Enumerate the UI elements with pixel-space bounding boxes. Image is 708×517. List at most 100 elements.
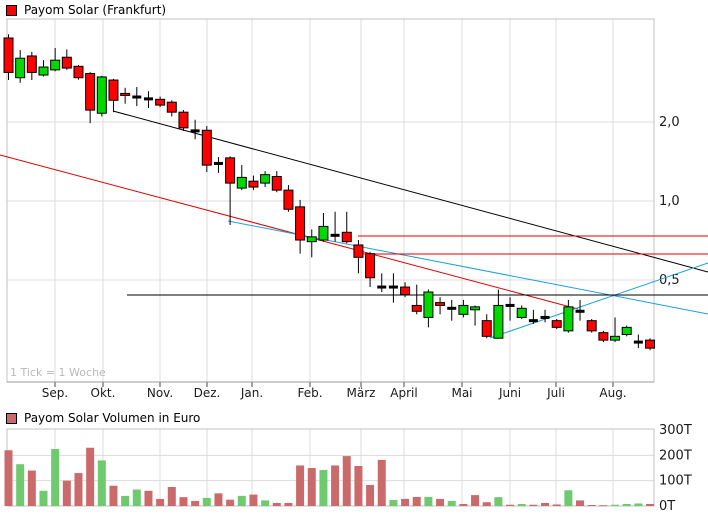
volume-bar bbox=[27, 470, 36, 506]
price-axis-label: 2,0 bbox=[659, 115, 680, 130]
volume-bar bbox=[424, 496, 433, 506]
candle-body bbox=[271, 175, 282, 191]
doji-candle bbox=[575, 309, 585, 313]
candle-body bbox=[586, 320, 597, 332]
volume-bar bbox=[214, 493, 223, 506]
x-axis-month-label: Aug. bbox=[599, 386, 626, 400]
candle-body bbox=[155, 98, 166, 106]
x-axis-month-label: Jan. bbox=[240, 386, 263, 400]
candle-body bbox=[516, 307, 527, 318]
volume-bar bbox=[506, 504, 515, 506]
volume-bar bbox=[226, 499, 235, 506]
doji-candle bbox=[330, 233, 340, 237]
doji-candle bbox=[447, 306, 457, 310]
volume-axis-label: 200T bbox=[659, 448, 692, 463]
volume-bar bbox=[249, 494, 258, 506]
volume-bar bbox=[622, 503, 631, 506]
volume-bar bbox=[576, 500, 585, 506]
volume-axis-label: 100T bbox=[659, 474, 692, 489]
candle-body bbox=[353, 244, 364, 258]
candle-body bbox=[120, 92, 131, 96]
x-axis-month-label: März bbox=[347, 386, 376, 400]
candle-body bbox=[295, 206, 306, 241]
x-axis-month-label: Mai bbox=[451, 386, 472, 400]
price-legend-marker-icon bbox=[6, 4, 17, 16]
volume-bar bbox=[389, 499, 398, 506]
volume-bar bbox=[121, 495, 130, 506]
candle-body bbox=[236, 176, 247, 189]
volume-bar bbox=[459, 503, 468, 506]
doji-candle bbox=[132, 95, 142, 99]
price-axis-label: 0,5 bbox=[659, 273, 680, 288]
candle-body bbox=[598, 332, 609, 341]
x-axis-month-label: Sep. bbox=[42, 386, 68, 400]
candle-body bbox=[178, 111, 189, 129]
down-trendline-black bbox=[112, 110, 708, 273]
candle-body bbox=[3, 37, 14, 73]
volume-bar bbox=[354, 465, 363, 506]
candle-body bbox=[50, 59, 61, 71]
tick-interval-note: 1 Tick = 1 Woche bbox=[10, 366, 106, 379]
candle-body bbox=[85, 73, 96, 111]
volume-bar bbox=[482, 502, 491, 506]
volume-bar bbox=[307, 468, 316, 506]
candle-body bbox=[458, 304, 469, 315]
volume-bar bbox=[471, 495, 480, 506]
volume-bar bbox=[296, 465, 305, 506]
volume-bar bbox=[237, 495, 246, 506]
volume-bar bbox=[167, 487, 176, 506]
x-axis-month-label: Juni bbox=[498, 386, 521, 400]
volume-bar bbox=[191, 500, 200, 506]
volume-axis-label: 300T bbox=[659, 423, 692, 438]
volume-bar bbox=[39, 490, 48, 506]
doji-candle bbox=[377, 285, 387, 289]
price-axis-label: 1,0 bbox=[659, 194, 680, 209]
volume-bar bbox=[4, 450, 13, 506]
volume-bar bbox=[412, 496, 421, 506]
candle-body bbox=[26, 55, 37, 73]
candle-body bbox=[166, 101, 177, 113]
candle-body bbox=[470, 306, 481, 311]
candle-body bbox=[61, 56, 72, 69]
volume-bar bbox=[202, 497, 211, 506]
volume-chart-title: Payom Solar Volumen in Euro bbox=[24, 411, 201, 425]
volume-bar bbox=[62, 480, 71, 506]
volume-bar bbox=[366, 484, 375, 506]
candle-body bbox=[225, 157, 236, 184]
candle-body bbox=[621, 326, 632, 335]
candle-body bbox=[96, 76, 107, 114]
candle-body bbox=[610, 335, 621, 341]
doji-candle bbox=[633, 340, 643, 344]
doji-candle bbox=[388, 285, 398, 289]
candle-body bbox=[15, 57, 26, 79]
candle-body bbox=[108, 79, 119, 101]
price-legend: Payom Solar (Frankfurt) bbox=[6, 3, 166, 17]
volume-bar bbox=[634, 503, 643, 506]
candle-body bbox=[260, 174, 271, 184]
volume-bar bbox=[272, 502, 281, 506]
volume-bar bbox=[261, 500, 270, 506]
volume-bar bbox=[377, 459, 386, 506]
candle-body bbox=[435, 302, 446, 306]
volume-bar bbox=[51, 449, 60, 506]
volume-bar bbox=[16, 464, 25, 506]
up-trendline-blue bbox=[489, 262, 708, 339]
x-axis-month-label: April bbox=[390, 386, 417, 400]
candle-body bbox=[645, 339, 656, 349]
volume-bar bbox=[599, 505, 608, 507]
candle-body bbox=[423, 291, 434, 318]
volume-bar bbox=[436, 498, 445, 506]
volume-bar bbox=[109, 485, 118, 506]
candle-body bbox=[481, 320, 492, 337]
volume-bar bbox=[132, 489, 141, 506]
volume-bar bbox=[611, 504, 620, 506]
volume-bar bbox=[587, 504, 596, 506]
volume-bar bbox=[284, 502, 293, 506]
volume-bar bbox=[401, 498, 410, 506]
candle-body bbox=[551, 320, 562, 328]
candle-body bbox=[493, 304, 504, 339]
volume-bar bbox=[541, 502, 550, 506]
doji-candle bbox=[505, 303, 515, 307]
